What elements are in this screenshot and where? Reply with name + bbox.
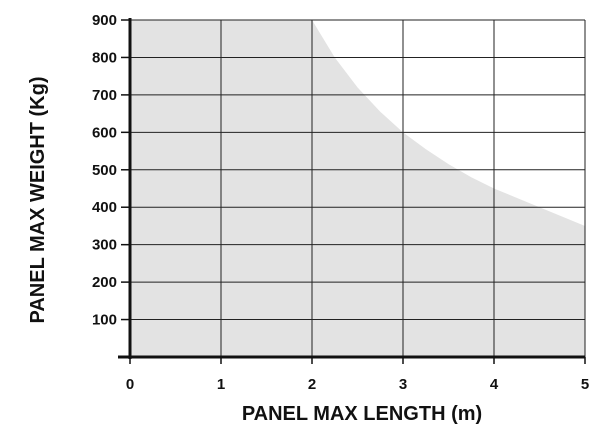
x-tick-label-5: 5 xyxy=(581,376,589,393)
grid-layer xyxy=(130,19,586,357)
y-tick-labels: 100 200 300 400 500 600 700 800 900 xyxy=(92,12,130,329)
y-tick-label-600: 600 xyxy=(92,124,117,141)
capacity-area xyxy=(130,20,585,357)
y-tick-label-100: 100 xyxy=(92,312,117,329)
y-tick-label-300: 300 xyxy=(92,237,117,254)
x-tick-label-4: 4 xyxy=(490,376,499,393)
y-axis-title: PANEL MAX WEIGHT (Kg) xyxy=(27,76,49,323)
x-tick-label-0: 0 xyxy=(126,376,134,393)
y-tick-label-900: 900 xyxy=(92,12,117,29)
y-tick-label-400: 400 xyxy=(92,199,117,216)
x-tick-labels: 0 1 2 3 4 5 xyxy=(126,357,589,393)
y-tick-label-200: 200 xyxy=(92,274,117,291)
x-tick-label-2: 2 xyxy=(308,376,316,393)
x-tick-label-3: 3 xyxy=(399,376,407,393)
y-tick-label-700: 700 xyxy=(92,87,117,104)
area-layer xyxy=(130,20,585,357)
axis-layer xyxy=(118,18,585,359)
x-tick-label-1: 1 xyxy=(217,376,225,393)
x-axis-title: PANEL MAX LENGTH (m) xyxy=(242,403,482,425)
y-tick-label-500: 500 xyxy=(92,162,117,179)
y-tick-label-800: 800 xyxy=(92,49,117,66)
